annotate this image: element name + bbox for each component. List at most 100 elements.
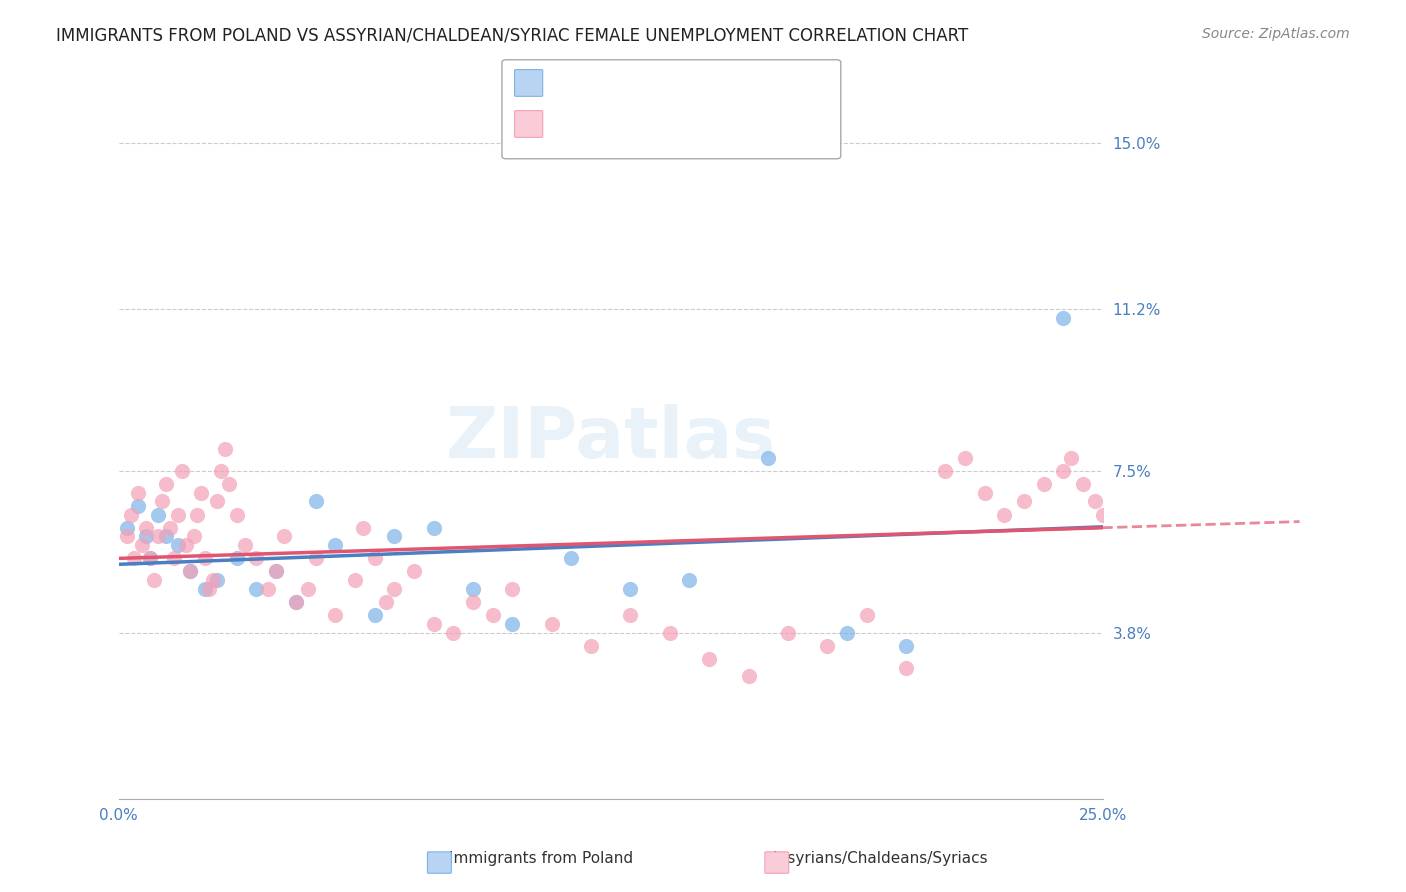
Point [163, 551, 186, 566]
Point [127, 485, 149, 500]
Point [205, 494, 228, 508]
Point [441, 625, 464, 640]
Point [257, 582, 280, 596]
Point [993, 508, 1015, 522]
Text: Assyrians/Chaldeans/Syriacs: Assyrians/Chaldeans/Syriacs [769, 851, 988, 865]
Point [973, 485, 995, 500]
Point [422, 521, 444, 535]
Text: Immigrants from Poland: Immigrants from Poland [450, 851, 633, 865]
Point [139, 551, 162, 566]
Point [264, 565, 287, 579]
Point [1139, 494, 1161, 508]
Point [481, 608, 503, 623]
Point [225, 551, 247, 566]
Point [131, 538, 153, 552]
Point [186, 508, 208, 522]
Point [343, 573, 366, 587]
Text: ZIPatlas: ZIPatlas [446, 403, 776, 473]
Point [143, 573, 166, 587]
Point [245, 582, 267, 596]
Point [1150, 508, 1173, 522]
Point [461, 595, 484, 609]
Point [1123, 442, 1146, 456]
Point [225, 508, 247, 522]
Point [135, 529, 157, 543]
Point [209, 464, 232, 478]
Point [953, 450, 976, 465]
Point [166, 538, 188, 552]
Point [323, 608, 346, 623]
Point [1130, 477, 1153, 491]
Point [190, 485, 212, 500]
Point [560, 551, 582, 566]
Point [402, 565, 425, 579]
Point [1052, 464, 1074, 478]
Point [776, 625, 799, 640]
Point [159, 521, 181, 535]
Point [284, 595, 307, 609]
Point [1012, 494, 1035, 508]
Point [170, 464, 193, 478]
Point [245, 551, 267, 566]
Point [304, 551, 326, 566]
Point [697, 652, 720, 666]
Point [619, 582, 641, 596]
Point [273, 529, 295, 543]
Point [115, 529, 138, 543]
Point [422, 616, 444, 631]
Point [1189, 494, 1212, 508]
Point [894, 639, 917, 653]
Point [146, 508, 169, 522]
Point [382, 529, 405, 543]
Text: Source: ZipAtlas.com: Source: ZipAtlas.com [1202, 27, 1350, 41]
Point [1091, 508, 1114, 522]
Point [198, 582, 221, 596]
Point [934, 464, 956, 478]
Point [214, 442, 236, 456]
Point [202, 573, 225, 587]
Point [115, 521, 138, 535]
Point [127, 499, 149, 513]
Point [166, 508, 188, 522]
Point [1060, 450, 1083, 465]
Point [1084, 494, 1107, 508]
Text: R =  0.099   N = 28: R = 0.099 N = 28 [550, 74, 711, 92]
Point [1099, 485, 1122, 500]
Point [174, 538, 197, 552]
Point [363, 551, 385, 566]
Point [135, 521, 157, 535]
Point [579, 639, 602, 653]
Point [179, 565, 201, 579]
Point [894, 660, 917, 674]
Point [756, 450, 779, 465]
Point [155, 529, 177, 543]
Point [375, 595, 398, 609]
Point [183, 529, 205, 543]
Point [1170, 485, 1192, 500]
Point [194, 551, 217, 566]
Point [1052, 310, 1074, 325]
Point [218, 477, 240, 491]
Point [146, 529, 169, 543]
Point [155, 477, 177, 491]
Point [461, 582, 484, 596]
Text: IMMIGRANTS FROM POLAND VS ASSYRIAN/CHALDEAN/SYRIAC FEMALE UNEMPLOYMENT CORRELATI: IMMIGRANTS FROM POLAND VS ASSYRIAN/CHALD… [56, 27, 969, 45]
Point [1111, 450, 1133, 465]
Point [264, 565, 287, 579]
Point [139, 551, 162, 566]
Point [352, 521, 374, 535]
Point [1071, 477, 1094, 491]
Point [619, 608, 641, 623]
Point [855, 608, 877, 623]
Point [1032, 477, 1054, 491]
Point [815, 639, 838, 653]
Point [835, 625, 858, 640]
Point [233, 538, 256, 552]
Point [658, 625, 681, 640]
Point [540, 616, 562, 631]
Point [150, 494, 173, 508]
Point [501, 616, 523, 631]
Point [179, 565, 201, 579]
Point [194, 582, 217, 596]
Point [678, 573, 700, 587]
